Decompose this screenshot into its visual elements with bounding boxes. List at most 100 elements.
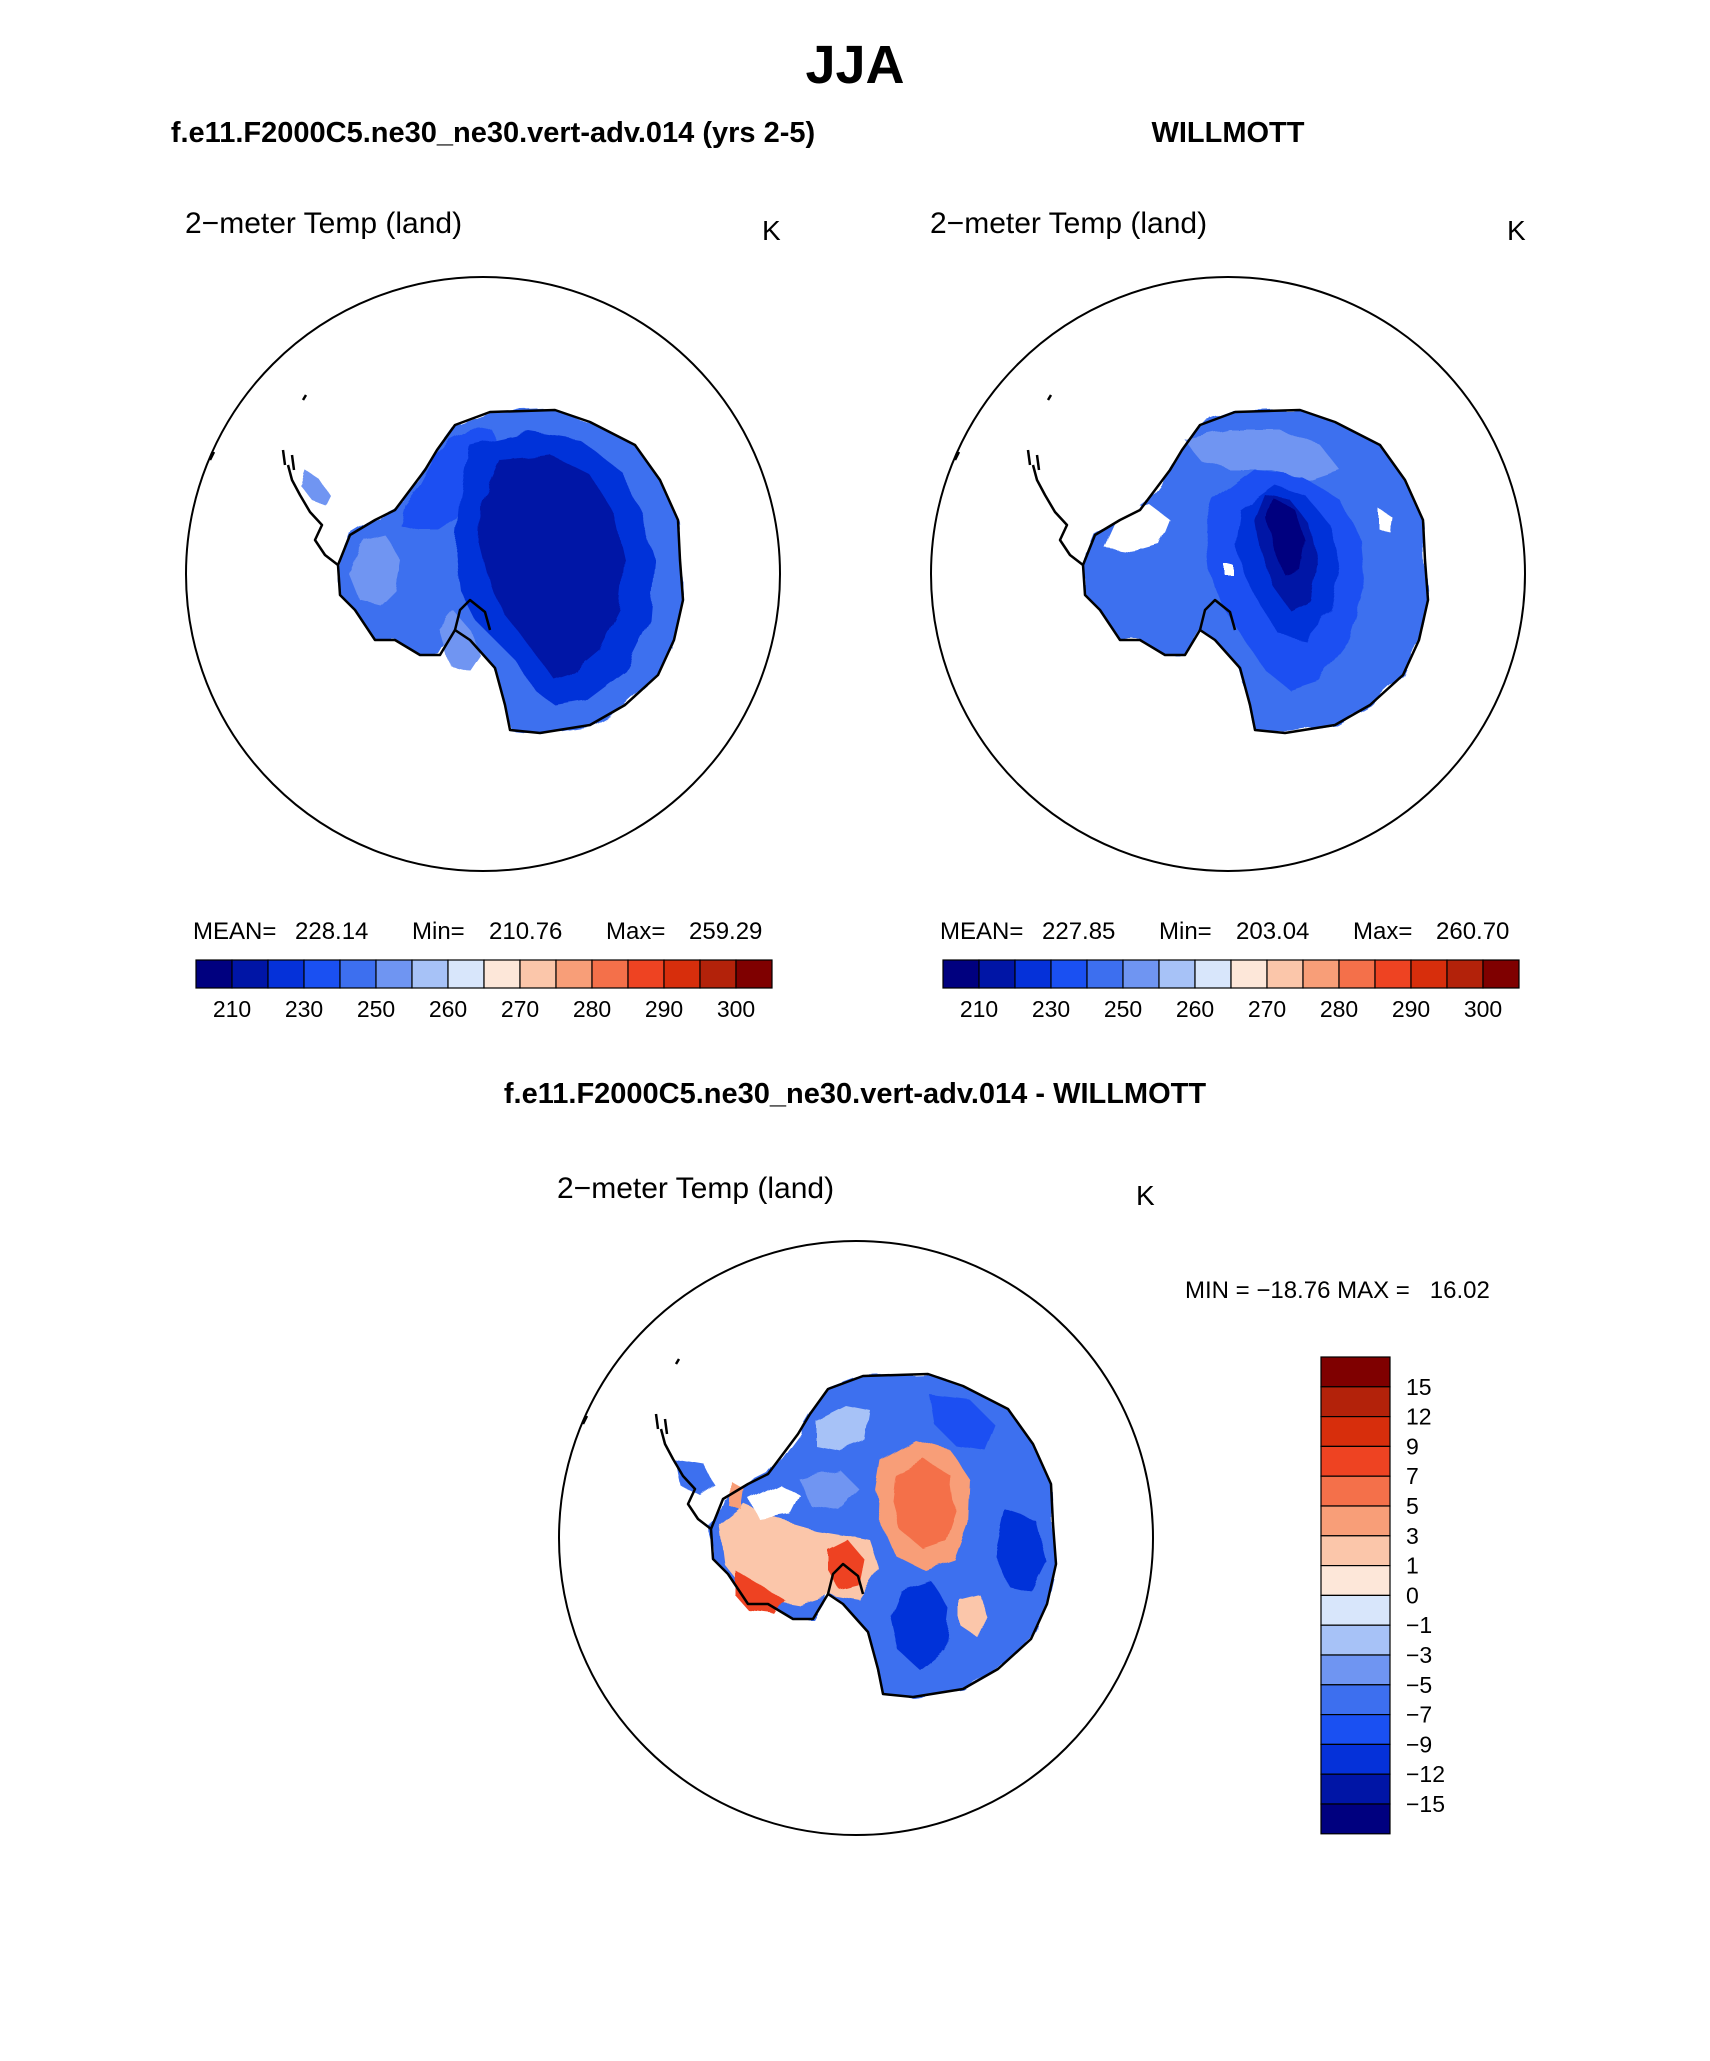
colorbar-tick-label: 300 (1464, 996, 1502, 1022)
variable-label: 2−meter Temp (land) (930, 207, 1207, 240)
colorbar-swatch (1320, 1535, 1391, 1567)
colorbar-tick-label: −9 (1406, 1731, 1432, 1757)
max-value: 259.29 (689, 918, 762, 945)
colorbar-swatch (1320, 1713, 1391, 1745)
mean-value: 227.85 (1042, 918, 1115, 945)
colorbar-swatch (663, 959, 701, 989)
max-value: 260.70 (1436, 918, 1509, 945)
colorbar-tick-label: 290 (1392, 996, 1430, 1022)
colorbar-swatch (1320, 1415, 1391, 1447)
colorbar-tick-label: 0 (1406, 1582, 1419, 1608)
colorbar-tick-label: 210 (213, 996, 251, 1022)
colorbar-swatch (1122, 959, 1160, 989)
colorbar-swatch (735, 959, 773, 989)
colorbar-tick-label: 260 (429, 996, 467, 1022)
min-label: Min= (412, 918, 465, 945)
colorbar-swatch (231, 959, 269, 989)
colorbar-tick-label: 15 (1406, 1374, 1432, 1400)
colorbar-swatch (1050, 959, 1088, 989)
variable-label: 2−meter Temp (land) (557, 1172, 834, 1205)
antarctica-difference-field (675, 1374, 1056, 1697)
colorbar-tick-label: 12 (1406, 1404, 1432, 1430)
min-value: 210.76 (489, 918, 562, 945)
colorbar-swatch (339, 959, 377, 989)
antarctica-temperature-field (1083, 410, 1428, 733)
colorbar-tick-label: −3 (1406, 1642, 1432, 1668)
colorbar-swatch (375, 959, 413, 989)
colorbar-swatch (1446, 959, 1484, 989)
colorbar-swatch (1320, 1475, 1391, 1507)
colorbar-swatch (1320, 1564, 1391, 1596)
colorbar-swatch (447, 959, 485, 989)
colorbar-tick-label: 290 (645, 996, 683, 1022)
coastline (208, 394, 685, 735)
colorbar-tick-label: 250 (357, 996, 395, 1022)
colorbar-swatch (195, 959, 233, 989)
colorbar-tick-label: 260 (1176, 996, 1214, 1022)
figure-title: JJA (805, 35, 904, 95)
colorbar-swatch (699, 959, 737, 989)
units-label: K (1136, 1180, 1155, 1211)
colorbar-swatch (1320, 1684, 1391, 1716)
colorbar-swatch (1158, 959, 1196, 989)
units-label: K (1507, 215, 1526, 246)
colorbar-swatch (1266, 959, 1304, 989)
colorbar-tick-label: 270 (501, 996, 539, 1022)
colorbar-swatch (1410, 959, 1448, 989)
max-label: Max= (606, 918, 665, 945)
panel-header-obs: WILLMOTT (1151, 117, 1304, 149)
colorbar-swatch (942, 959, 980, 989)
colorbar-obs: 210 230 250 260 270 280 290 300 (942, 959, 1520, 1022)
colorbar-swatch (1230, 959, 1268, 989)
colorbar-tick-label: −12 (1406, 1761, 1445, 1787)
map-panel-model: 2−meter Temp (land) K (185, 207, 781, 872)
colorbar-tick-label: 250 (1104, 996, 1142, 1022)
colorbar-swatch (1320, 1743, 1391, 1775)
colorbar-tick-label: 7 (1406, 1463, 1419, 1489)
colorbar-tick-label: 210 (960, 996, 998, 1022)
colorbar-tick-label: 280 (1320, 996, 1358, 1022)
colorbar-swatch (267, 959, 305, 989)
colorbar-tick-label: 9 (1406, 1433, 1419, 1459)
units-label: K (762, 215, 781, 246)
colorbar-swatch (1320, 1594, 1391, 1626)
diff-panel-header: f.e11.F2000C5.ne30_ne30.vert-adv.014 - W… (504, 1078, 1206, 1110)
colorbar-swatch (1320, 1773, 1391, 1805)
colorbar-swatch (978, 959, 1016, 989)
mean-value: 228.14 (295, 918, 368, 945)
colorbar-tick-label: 230 (285, 996, 323, 1022)
max-label: Max= (1353, 918, 1412, 945)
colorbar-swatch (1320, 1654, 1391, 1686)
colorbar-tick-label: 300 (717, 996, 755, 1022)
colorbar-diff: 15 12 9 7 5 3 1 0 −1 −3 −5 −7 −9 −12 −15 (1320, 1356, 1445, 1835)
min-label: Min= (1159, 918, 1212, 945)
colorbar-swatch (1338, 959, 1376, 989)
colorbar-swatch (519, 959, 557, 989)
colorbar-swatch (303, 959, 341, 989)
stats-model: MEAN= 228.14 Min= 210.76 Max= 259.29 (193, 918, 762, 945)
colorbar-swatch (1302, 959, 1340, 989)
colorbar-swatch (555, 959, 593, 989)
colorbar-tick-label: 1 (1406, 1553, 1419, 1579)
coastline (953, 394, 1430, 735)
min-value: 203.04 (1236, 918, 1309, 945)
colorbar-swatch (1086, 959, 1124, 989)
colorbar-model: 210 230 250 260 270 280 290 300 (195, 959, 773, 1022)
colorbar-swatch (591, 959, 629, 989)
colorbar-swatch (1482, 959, 1520, 989)
antarctica-temperature-field (300, 410, 683, 733)
colorbar-swatch (1320, 1803, 1391, 1835)
colorbar-tick-label: 5 (1406, 1493, 1419, 1519)
colorbar-swatch (1374, 959, 1412, 989)
colorbar-swatch (1320, 1445, 1391, 1477)
colorbar-swatch (1320, 1624, 1391, 1656)
map-panel-diff: 2−meter Temp (land) K MIN = −18.76 MAX =… (557, 1172, 1490, 1836)
mean-label: MEAN= (193, 918, 276, 945)
colorbar-swatch (411, 959, 449, 989)
colorbar-swatch (1194, 959, 1232, 989)
colorbar-tick-label: 280 (573, 996, 611, 1022)
colorbar-swatch (1320, 1386, 1391, 1418)
colorbar-tick-label: 270 (1248, 996, 1286, 1022)
colorbar-swatch (483, 959, 521, 989)
colorbar-swatch (1014, 959, 1052, 989)
